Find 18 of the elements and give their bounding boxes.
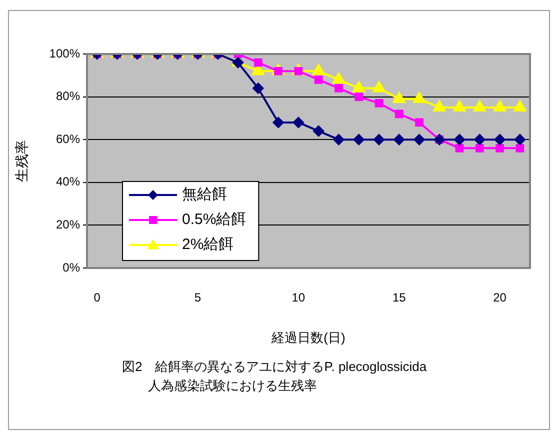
y-tick-label: 0% <box>62 260 80 274</box>
x-axis-title: 経過日数(日) <box>270 330 346 345</box>
x-tick-label: 5 <box>194 290 202 305</box>
x-tick-label: 0 <box>94 290 101 305</box>
legend-label: 無給餌 <box>182 186 227 204</box>
legend-label: 2%給餌 <box>182 236 234 254</box>
text: 人為感染試験における生残率 <box>147 377 318 395</box>
y-tick-label: 80% <box>56 89 80 104</box>
y-tick-label: 100% <box>49 46 80 60</box>
y-tick-label: 20% <box>56 218 80 232</box>
y-axis-title: 生残率 <box>13 140 30 182</box>
y-tick-label: 40% <box>56 174 80 189</box>
legend-label: 0.5%給餌 <box>182 211 246 228</box>
caption: 図2 給餌率の異なるアユに対するP. plecoglossicida <box>122 358 427 376</box>
x-tick-label: 10 <box>292 290 306 305</box>
x-tick-label: 20 <box>493 290 507 305</box>
x-tick-label: 15 <box>392 290 406 305</box>
y-tick-label: 60% <box>56 132 80 146</box>
